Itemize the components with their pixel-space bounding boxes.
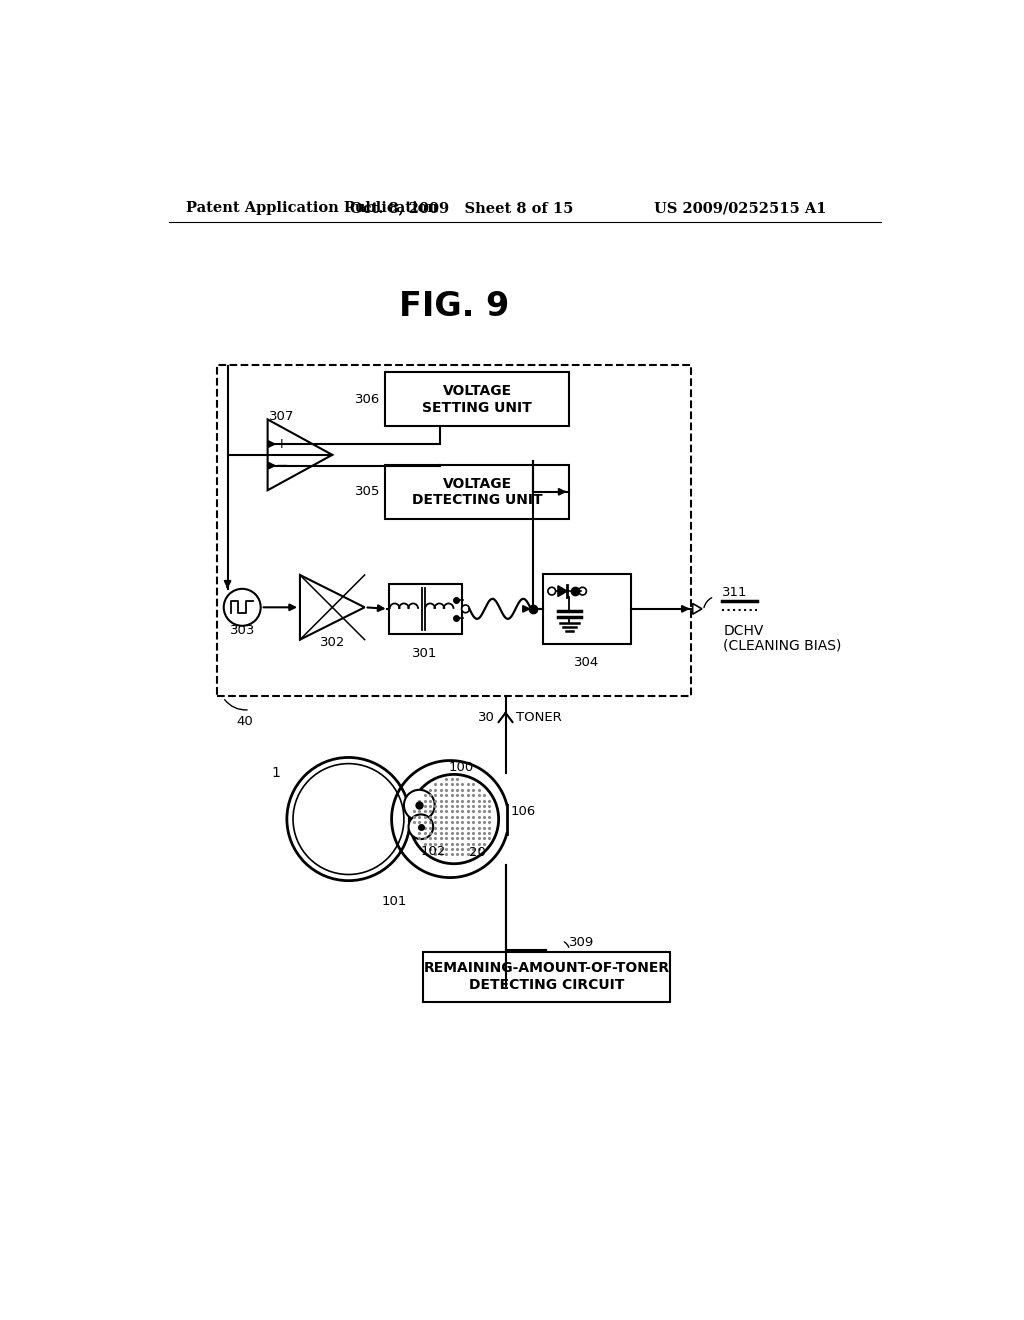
Text: REMAINING-AMOUNT-OF-TONER
DETECTING CIRCUIT: REMAINING-AMOUNT-OF-TONER DETECTING CIRC… [423,961,670,991]
Text: US 2009/0252515 A1: US 2009/0252515 A1 [654,202,826,215]
Polygon shape [692,603,701,614]
Text: 306: 306 [354,393,380,407]
Text: −: − [275,458,288,473]
Text: 309: 309 [569,936,595,949]
Polygon shape [558,586,567,597]
Bar [217,364,691,696]
Text: FIG. 9: FIG. 9 [398,290,509,323]
Text: DCHV: DCHV [724,624,764,639]
Text: 1: 1 [271,766,281,780]
Text: 102: 102 [421,845,445,858]
Circle shape [579,587,587,595]
Text: 304: 304 [574,656,599,669]
Circle shape [293,763,403,875]
Text: TONER: TONER [516,711,562,723]
Text: 311: 311 [722,586,748,599]
Bar [543,574,631,644]
Text: 302: 302 [319,636,345,649]
Text: Oct. 8, 2009   Sheet 8 of 15: Oct. 8, 2009 Sheet 8 of 15 [350,202,573,215]
Text: VOLTAGE
SETTING UNIT: VOLTAGE SETTING UNIT [422,384,531,414]
Text: +: + [275,437,288,451]
Circle shape [410,775,499,863]
Circle shape [403,789,435,821]
Circle shape [223,589,261,626]
Text: (CLEANING BIAS): (CLEANING BIAS) [724,638,842,652]
Text: VOLTAGE
DETECTING UNIT: VOLTAGE DETECTING UNIT [412,477,543,507]
Text: 303: 303 [229,623,255,636]
Text: 301: 301 [413,647,438,660]
Text: 101: 101 [382,895,408,908]
Bar [385,465,569,519]
Text: 30: 30 [478,711,495,723]
Text: 40: 40 [237,715,253,729]
Bar [388,585,462,635]
Text: 307: 307 [269,411,295,424]
Circle shape [409,814,433,840]
Polygon shape [267,420,333,490]
Text: 100: 100 [450,760,474,774]
Polygon shape [300,576,365,640]
Text: 305: 305 [354,486,380,499]
Circle shape [462,605,469,612]
Circle shape [548,587,556,595]
Bar [385,372,569,426]
Text: Patent Application Publication: Patent Application Publication [186,202,438,215]
Text: 20: 20 [469,846,485,859]
Text: 106: 106 [510,805,536,818]
Bar [423,952,670,1002]
Circle shape [287,758,410,880]
